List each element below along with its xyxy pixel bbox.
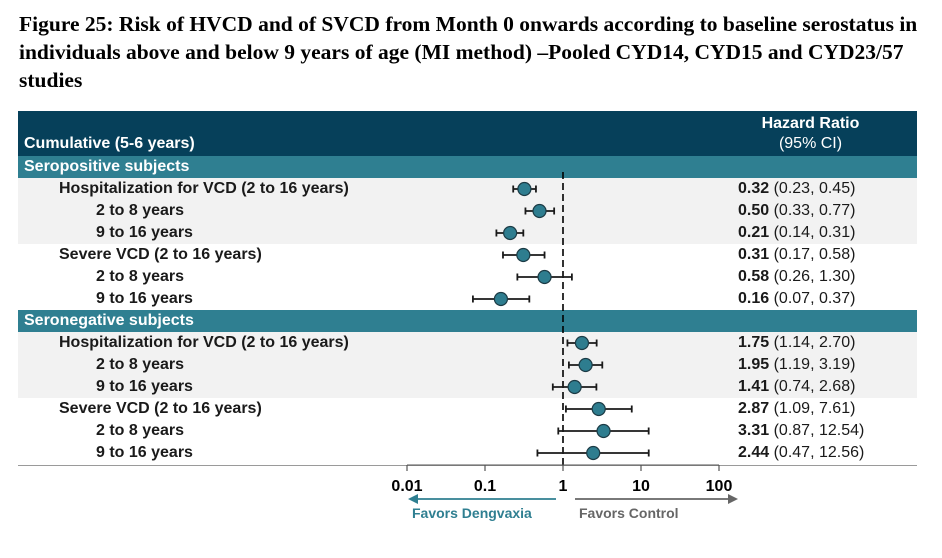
hazard-ratio-value: 0.50 (0.33, 0.77) (738, 200, 855, 222)
hazard-ratio-value: 0.31 (0.17, 0.58) (738, 244, 855, 266)
hr-confidence-interval: (0.74, 2.68) (773, 378, 856, 395)
favors-dengvaxia-label: Favors Dengvaxia (412, 505, 532, 521)
hazard-ratio-value: 2.87 (1.09, 7.61) (738, 398, 855, 420)
table-row: 2 to 8 years 3.31 (0.87, 12.54) (18, 420, 917, 442)
row-label: 2 to 8 years (96, 268, 185, 285)
row-label: Hospitalization for VCD (2 to 16 years) (59, 180, 349, 197)
hr-point-estimate: 2.44 (738, 444, 770, 461)
hr-confidence-interval: (0.07, 0.37) (773, 290, 856, 307)
hr-point-estimate: 1.75 (738, 334, 770, 351)
section-label: Seropositive subjects (24, 158, 190, 175)
hazard-ratio-value: 0.58 (0.26, 1.30) (738, 266, 855, 288)
row-label: 2 to 8 years (96, 202, 185, 219)
header-period-label: Cumulative (5-6 years) (24, 135, 195, 152)
x-tick-label: 0.1 (473, 478, 497, 495)
hr-point-estimate: 0.21 (738, 224, 770, 241)
row-label: 2 to 8 years (96, 356, 185, 373)
hazard-ratio-value: 1.75 (1.14, 2.70) (738, 332, 855, 354)
x-tick-label: 1 (558, 478, 568, 495)
hazard-ratio-value: 1.41 (0.74, 2.68) (738, 376, 855, 398)
row-label: Severe VCD (2 to 16 years) (59, 246, 262, 263)
hr-confidence-interval: (1.14, 2.70) (773, 334, 856, 351)
hr-confidence-interval: (0.14, 0.31) (773, 224, 856, 241)
hr-confidence-interval: (0.26, 1.30) (773, 268, 856, 285)
hr-point-estimate: 0.50 (738, 202, 770, 219)
section-band: Seropositive subjects (18, 156, 917, 178)
table-row: 2 to 8 years 0.58 (0.26, 1.30) (18, 266, 917, 288)
table-header: Cumulative (5-6 years) Hazard Ratio (95%… (18, 111, 917, 156)
table-row: Hospitalization for VCD (2 to 16 years) 1… (18, 332, 917, 354)
row-label: 9 to 16 years (96, 290, 193, 307)
header-hr-ci: (95% CI) (778, 135, 843, 152)
row-label: Hospitalization for VCD (2 to 16 years) (59, 334, 349, 351)
hazard-ratio-value: 1.95 (1.19, 3.19) (738, 354, 855, 376)
x-tick-label: 100 (705, 478, 733, 495)
header-hazard-ratio: Hazard Ratio (95% CI) (718, 114, 903, 154)
table-row: Severe VCD (2 to 16 years) 0.31 (0.17, 0.… (18, 244, 917, 266)
hr-confidence-interval: (1.09, 7.61) (773, 400, 856, 417)
hr-confidence-interval: (0.17, 0.58) (773, 246, 856, 263)
hazard-ratio-value: 0.32 (0.23, 0.45) (738, 178, 855, 200)
header-hr-title: Hazard Ratio (761, 115, 860, 132)
table-row: 2 to 8 years 0.50 (0.33, 0.77) (18, 200, 917, 222)
hr-confidence-interval: (0.23, 0.45) (773, 180, 856, 197)
hr-point-estimate: 0.31 (738, 246, 770, 263)
hr-point-estimate: 2.87 (738, 400, 770, 417)
hazard-ratio-value: 0.16 (0.07, 0.37) (738, 288, 855, 310)
hazard-ratio-value: 0.21 (0.14, 0.31) (738, 222, 855, 244)
x-tick-label: 10 (632, 478, 650, 495)
row-label: Severe VCD (2 to 16 years) (59, 400, 262, 417)
table-row: Hospitalization for VCD (2 to 16 years) 0… (18, 178, 917, 200)
table-row: 9 to 16 years 1.41 (0.74, 2.68) (18, 376, 917, 398)
section-label: Seronegative subjects (24, 312, 194, 329)
hr-confidence-interval: (0.47, 12.56) (773, 444, 865, 461)
table-row: 9 to 16 years 0.16 (0.07, 0.37) (18, 288, 917, 310)
hr-confidence-interval: (0.87, 12.54) (773, 422, 865, 439)
hr-point-estimate: 0.58 (738, 268, 770, 285)
hr-confidence-interval: (1.19, 3.19) (773, 356, 856, 373)
x-tick-label: 0.01 (391, 478, 423, 495)
row-label: 9 to 16 years (96, 444, 193, 461)
hr-point-estimate: 0.32 (738, 180, 770, 197)
hr-confidence-interval: (0.33, 0.77) (773, 202, 856, 219)
row-label: 9 to 16 years (96, 224, 193, 241)
figure-title: Figure 25: Risk of HVCD and of SVCD from… (19, 12, 918, 92)
hr-point-estimate: 0.16 (738, 290, 770, 307)
row-label: 9 to 16 years (96, 378, 193, 395)
hazard-ratio-value: 3.31 (0.87, 12.54) (738, 420, 864, 442)
hr-point-estimate: 1.41 (738, 378, 770, 395)
favors-control-label: Favors Control (579, 505, 679, 521)
table-row: 9 to 16 years 2.44 (0.47, 12.56) (18, 442, 917, 464)
hazard-ratio-value: 2.44 (0.47, 12.56) (738, 442, 864, 464)
hr-point-estimate: 1.95 (738, 356, 770, 373)
row-label: 2 to 8 years (96, 422, 185, 439)
section-band: Seronegative subjects (18, 310, 917, 332)
table-row: Severe VCD (2 to 16 years) 2.87 (1.09, 7.… (18, 398, 917, 420)
hr-point-estimate: 3.31 (738, 422, 770, 439)
table-bottom-rule (18, 465, 917, 466)
table-row: 9 to 16 years 0.21 (0.14, 0.31) (18, 222, 917, 244)
table-row: 2 to 8 years 1.95 (1.19, 3.19) (18, 354, 917, 376)
